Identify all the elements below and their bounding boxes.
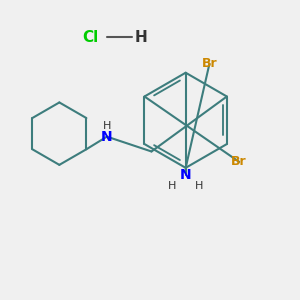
Text: H: H	[103, 121, 111, 131]
Text: Cl: Cl	[82, 30, 99, 45]
Text: Br: Br	[202, 57, 217, 70]
Text: Br: Br	[231, 155, 247, 168]
Text: N: N	[101, 130, 113, 144]
Text: N: N	[180, 168, 191, 182]
Text: H: H	[195, 181, 203, 191]
Text: H: H	[135, 30, 148, 45]
Text: H: H	[168, 181, 176, 191]
